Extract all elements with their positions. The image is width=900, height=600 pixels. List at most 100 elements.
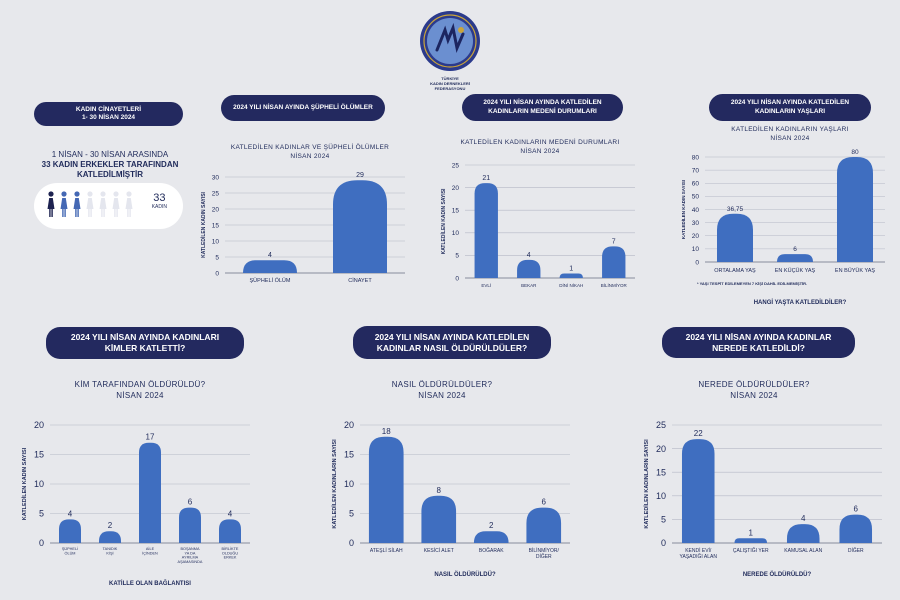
how-title-line2: NİSAN 2024 [418, 391, 466, 401]
bar [243, 260, 297, 273]
bar-value-label: 4 [68, 509, 73, 518]
summary-header: KADIN CİNAYETLERİ 1- 30 NİSAN 2024 [34, 102, 183, 126]
woman-icon-dark [47, 191, 55, 217]
bar [786, 524, 820, 543]
y-tick-label: 15 [212, 222, 220, 229]
y-tick-label: 50 [692, 194, 700, 201]
where-chart-title: NEREDE ÖLDÜRÜLDÜLER? NİSAN 2024 [654, 379, 854, 401]
bar [839, 514, 873, 543]
x-category-label: BOĞARAK [479, 547, 504, 554]
who-chart: 0 5 10 15 20 KATLEDİLEN KADIN SAYISI 4 ŞÜPHELİ Ö… [21, 420, 250, 587]
summary-count-box: 33 KADIN [34, 183, 183, 229]
x-category-label: EN BÜYÜK YAŞ [835, 267, 875, 274]
y-tick-label: 15 [344, 450, 354, 460]
ages-title-line2: NİSAN 2024 [770, 135, 810, 143]
y-tick-label: 15 [656, 467, 666, 477]
y-tick-label: 10 [656, 491, 666, 501]
suspicious-chart-title: KATLEDİLEN KADINLAR VE ŞÜPHELİ ÖLÜMLER N… [210, 143, 410, 162]
y-axis-label: KATLEDİLEN KADIN SAYISI [200, 191, 207, 257]
bar [473, 531, 509, 543]
y-tick-label: 70 [692, 167, 700, 174]
bar-value-label: 21 [482, 175, 490, 182]
summary-text-line1: 1 NİSAN - 30 NİSAN ARASINDA [51, 150, 169, 159]
logo-caption-line3: FEDERASYONU [434, 85, 466, 91]
marital-title-line1: KATLEDİLEN KADINLARIN MEDENİ DURUMLARI [460, 139, 620, 146]
y-tick-label: 5 [349, 509, 354, 519]
y-tick-label: 10 [452, 230, 460, 237]
federation-logo: TÜRKİYE KADIN DERNEKLERİ FEDERASYONU [417, 10, 483, 91]
y-tick-label: 5 [39, 509, 44, 519]
suspicious-title-line1: KATLEDİLEN KADINLAR VE ŞÜPHELİ ÖLÜMLER [230, 144, 390, 151]
woman-icon-light [125, 191, 133, 217]
summary-count-label: KADIN [151, 204, 167, 210]
woman-icon-light [99, 191, 107, 217]
bar-value-label: 1 [569, 265, 573, 272]
bar [777, 254, 813, 262]
ages-title-line1: KATLEDİLEN KADINLARIN YAŞLARI [731, 126, 849, 133]
x-category-label: ATEŞLİ SİLAH [370, 547, 403, 554]
y-tick-label: 5 [215, 254, 219, 261]
x-category-label: EVLİ [481, 282, 491, 288]
marital-title-line2: NİSAN 2024 [520, 148, 560, 156]
bar-value-label: 2 [489, 521, 494, 530]
bar [421, 495, 457, 543]
where-title-line1: NEREDE ÖLDÜRÜLDÜLER? [698, 380, 810, 389]
ages-footnote: * YAŞI TESPİT EDİLEMEYEN 7 KİŞİ DAHİL ED… [697, 281, 808, 286]
bar-value-label: 18 [382, 427, 391, 436]
bar-value-label: 4 [268, 252, 272, 259]
y-tick-label: 20 [452, 185, 460, 192]
x-category-label: ŞÜPHELİ ÖLÜM [250, 277, 291, 284]
y-tick-label: 10 [34, 479, 44, 489]
ages-header-line1: 2024 YILI NİSAN AYINDA KATLEDİLEN [730, 99, 850, 107]
x-category-label: BİLİNMİYOR/DİĞER [529, 547, 560, 560]
bar [717, 213, 753, 262]
ages-header-line2: KADINLARIN YAŞLARI [754, 107, 826, 115]
y-tick-label: 20 [212, 206, 220, 213]
y-axis-label: KATLEDİLEN KADIN SAYISI [440, 188, 447, 254]
y-tick-label: 30 [212, 174, 220, 181]
y-tick-label: 0 [695, 259, 699, 266]
x-category-label: ÇALIŞTIĞI YER [733, 547, 769, 554]
bar-value-label: 36,75 [727, 206, 744, 213]
how-header-line2: KADINLAR NASIL ÖLDÜRÜLDÜLER? [376, 342, 528, 353]
y-tick-label: 0 [215, 270, 219, 277]
ages-header: 2024 YILI NİSAN AYINDA KATLEDİLEN KADINL… [709, 94, 871, 121]
bar-value-label: 6 [188, 498, 193, 507]
x-category-label: KESİCİ ALET [424, 547, 454, 554]
how-header-line1: 2024 YILI NİSAN AYINDA KATLEDİLEN [374, 331, 530, 342]
x-category-label: ORTALAMA YAŞ [714, 268, 756, 274]
y-tick-label: 10 [212, 238, 220, 245]
logo-emblem-icon [420, 11, 480, 71]
ages-chart: 0 10 20 30 40 50 60 70 80 KATLEDİLEN KADIN SAYISI… [680, 149, 885, 306]
woman-icon-light [86, 191, 94, 217]
bar-value-label: 6 [793, 246, 797, 253]
y-tick-label: 0 [661, 538, 666, 548]
bar [59, 519, 81, 543]
bar-value-label: 6 [854, 505, 859, 514]
y-tick-label: 20 [656, 444, 666, 454]
bar-value-label: 22 [694, 429, 703, 438]
y-tick-label: 15 [34, 450, 44, 460]
who-chart-title: KİM TARAFINDAN ÖLDÜRÜLDÜ? NİSAN 2024 [40, 379, 240, 401]
bar [99, 531, 121, 543]
y-tick-label: 20 [692, 233, 700, 240]
summary-header-line2: 1- 30 NİSAN 2024 [81, 114, 136, 121]
who-title-line1: KİM TARAFINDAN ÖLDÜRÜLDÜ? [74, 380, 206, 389]
y-tick-label: 30 [692, 220, 700, 227]
summary-header-line1: KADIN CİNAYETLERİ [75, 105, 142, 113]
x-category-label: KENDİ EVİ/YAŞADIĞI ALAN [680, 547, 718, 560]
x-category-label: CİNAYET [348, 277, 372, 284]
y-tick-label: 60 [692, 181, 700, 188]
how-header: 2024 YILI NİSAN AYINDA KATLEDİLEN KADINL… [353, 326, 551, 359]
y-tick-label: 5 [661, 515, 666, 525]
marital-header-line2: KADINLARIN MEDENİ DURUMLARI [488, 107, 597, 115]
who-header: 2024 YILI NİSAN AYINDA KADINLARI KİMLER … [46, 327, 244, 359]
where-header-line1: 2024 YILI NİSAN AYINDA KADINLAR [685, 331, 832, 342]
suspicious-chart: 0 5 10 15 20 25 30 KATLEDİLEN KADIN SAYISI 4 ŞÜPH… [200, 172, 405, 284]
where-header: 2024 YILI NİSAN AYINDA KADINLAR NEREDE K… [662, 327, 855, 358]
where-chart: 0 5 10 15 20 25 KATLEDİLEN KADINLARIN SAYISI 22… [643, 420, 882, 578]
marital-chart-title: KATLEDİLEN KADINLARIN MEDENİ DURUMLARI N… [440, 138, 640, 157]
x-category-label: BİRLİKTE OLDUĞU ERKEK [222, 546, 239, 560]
bar-value-label: 4 [228, 509, 233, 518]
logo-caption-line2: KADIN DERNEKLERİ [430, 80, 470, 86]
